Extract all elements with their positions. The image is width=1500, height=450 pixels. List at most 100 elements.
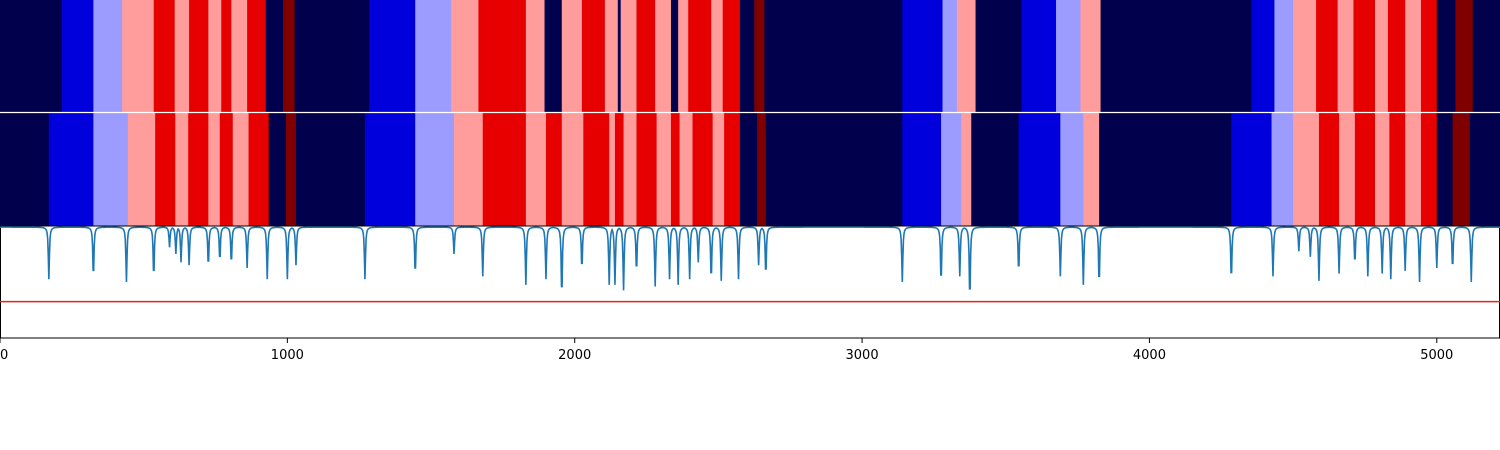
heat-cell-middle-40 — [1060, 113, 1084, 227]
heat-cell-middle-8 — [220, 113, 234, 227]
heat-cell-top-5 — [175, 0, 190, 113]
x-tick-label: 4000 — [1133, 348, 1166, 363]
heat-cell-middle-31 — [724, 113, 740, 227]
heat-cell-middle-3 — [128, 113, 156, 227]
heat-cell-top-26 — [655, 0, 671, 113]
heat-cell-middle-51 — [1405, 113, 1421, 227]
heat-cell-middle-18 — [526, 113, 547, 227]
heat-cell-middle-25 — [636, 113, 657, 227]
heat-cell-middle-47 — [1339, 113, 1355, 227]
heat-cell-top-3 — [122, 0, 154, 113]
heat-cell-top-36 — [943, 0, 958, 113]
heat-cell-top-32 — [740, 0, 755, 113]
heat-cell-middle-7 — [208, 113, 220, 227]
line-panel — [0, 226, 1500, 338]
heat-cell-top-45 — [1293, 0, 1317, 113]
heat-cell-top-4 — [154, 0, 176, 113]
heat-cell-middle-24 — [624, 113, 638, 227]
heat-cell-top-43 — [1251, 0, 1275, 113]
x-tick-label: 1000 — [271, 348, 304, 363]
heat-cell-middle-14 — [365, 113, 416, 227]
heat-cell-top-40 — [1056, 0, 1081, 113]
heat-cell-middle-50 — [1389, 113, 1405, 227]
heat-cell-top-41 — [1080, 0, 1101, 113]
heat-cell-middle-19 — [546, 113, 562, 227]
heat-cell-middle-27 — [671, 113, 680, 227]
heat-cell-middle-43 — [1231, 113, 1272, 227]
heat-cell-middle-42 — [1099, 113, 1232, 227]
heat-cell-top-39 — [1022, 0, 1057, 113]
heat-cell-top-52 — [1421, 0, 1437, 113]
x-tick-label: 3000 — [846, 348, 879, 363]
heat-cell-top-11 — [266, 0, 284, 113]
heat-cell-top-22 — [605, 0, 619, 113]
heat-cell-top-31 — [723, 0, 741, 113]
heat-cell-top-7 — [208, 0, 222, 113]
heat-cell-middle-48 — [1355, 113, 1376, 227]
heat-cell-top-33 — [754, 0, 765, 113]
heat-cell-middle-38 — [971, 113, 1019, 227]
heat-cell-top-9 — [231, 0, 247, 113]
heat-cell-top-6 — [189, 0, 209, 113]
heat-cell-middle-26 — [657, 113, 672, 227]
heat-cell-top-17 — [478, 0, 526, 113]
heat-cell-middle-36 — [941, 113, 962, 227]
heat-cell-top-25 — [636, 0, 655, 113]
heat-cell-top-15 — [415, 0, 452, 113]
heat-cell-middle-4 — [155, 113, 176, 227]
heat-cell-middle-11 — [269, 113, 287, 227]
heat-cell-top-0 — [0, 0, 62, 113]
heat-cell-middle-10 — [249, 113, 270, 227]
heat-cell-middle-5 — [175, 113, 189, 227]
heat-cell-top-14 — [369, 0, 416, 113]
heat-cell-middle-30 — [713, 113, 725, 227]
x-tick-label: 2000 — [558, 348, 591, 363]
heat-cell-top-50 — [1388, 0, 1406, 113]
heat-cell-middle-22 — [609, 113, 615, 227]
x-tick-label: 0 — [0, 348, 8, 363]
heat-cell-middle-53 — [1437, 113, 1453, 227]
heat-cell-middle-13 — [296, 113, 366, 227]
heat-cell-middle-49 — [1375, 113, 1390, 227]
heat-cell-top-46 — [1316, 0, 1338, 113]
heat-cell-top-21 — [582, 0, 606, 113]
heat-cell-top-24 — [621, 0, 637, 113]
heat-cell-middle-2 — [93, 113, 128, 227]
heat-cell-middle-33 — [757, 113, 766, 227]
heat-cell-top-2 — [93, 0, 122, 113]
heatmap-panel-middle — [0, 113, 1500, 227]
heat-cell-middle-52 — [1421, 113, 1437, 227]
heat-cell-middle-6 — [188, 113, 209, 227]
heat-cell-middle-1 — [49, 113, 94, 227]
heat-cell-middle-20 — [562, 113, 584, 227]
heat-cell-top-51 — [1405, 0, 1421, 113]
heat-cell-middle-23 — [615, 113, 624, 227]
heat-cell-top-1 — [62, 0, 94, 113]
heat-cell-middle-32 — [740, 113, 758, 227]
heat-cell-top-54 — [1455, 0, 1473, 113]
heat-cell-top-28 — [678, 0, 689, 113]
heat-cell-middle-15 — [415, 113, 454, 227]
heat-cell-top-34 — [764, 0, 903, 113]
heat-cell-middle-54 — [1453, 113, 1471, 227]
heat-cell-top-49 — [1375, 0, 1389, 113]
heat-cell-top-30 — [711, 0, 723, 113]
heat-cell-middle-41 — [1083, 113, 1099, 227]
heat-cell-top-42 — [1101, 0, 1252, 113]
heat-cell-top-20 — [562, 0, 583, 113]
heat-cell-top-38 — [976, 0, 1023, 113]
heat-cell-middle-44 — [1272, 113, 1294, 227]
heat-cell-top-18 — [526, 0, 545, 113]
heat-cell-top-37 — [957, 0, 976, 113]
heat-cell-top-47 — [1338, 0, 1354, 113]
heat-cell-middle-39 — [1019, 113, 1061, 227]
heat-cell-top-53 — [1437, 0, 1456, 113]
heat-cell-middle-17 — [483, 113, 527, 227]
heat-cell-middle-0 — [0, 113, 49, 227]
heat-cell-top-44 — [1274, 0, 1293, 113]
heat-cell-middle-35 — [902, 113, 941, 227]
heat-cell-top-13 — [295, 0, 370, 113]
heat-cell-middle-16 — [454, 113, 483, 227]
heat-cell-top-48 — [1353, 0, 1375, 113]
